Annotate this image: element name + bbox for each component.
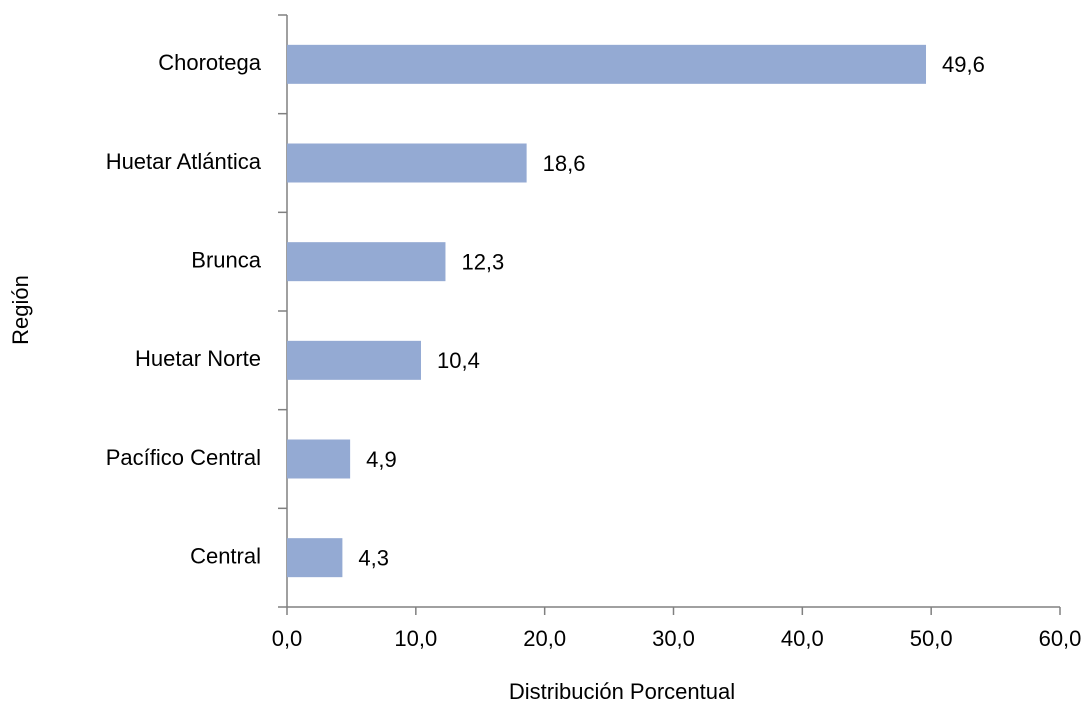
data-label: 4,3 — [358, 545, 389, 570]
bar — [287, 44, 927, 84]
x-tick-label: 40,0 — [781, 626, 824, 651]
bar — [287, 242, 446, 282]
bar — [287, 439, 351, 479]
data-label: 10,4 — [437, 348, 480, 373]
y-tick-label: Huetar Atlántica — [106, 149, 262, 174]
y-axis-title: Región — [8, 275, 33, 345]
y-tick-label: Huetar Norte — [135, 346, 261, 371]
data-label: 12,3 — [461, 249, 504, 274]
data-label: 4,9 — [366, 447, 397, 472]
x-tick-label: 60,0 — [1039, 626, 1082, 651]
data-label: 49,6 — [942, 52, 985, 77]
bar — [287, 538, 343, 578]
x-tick-label: 0,0 — [272, 626, 303, 651]
x-tick-label: 10,0 — [394, 626, 437, 651]
y-tick-label: Central — [190, 543, 261, 568]
x-tick-label: 30,0 — [652, 626, 695, 651]
x-axis-title: Distribución Porcentual — [509, 679, 735, 704]
y-tick-label: Chorotega — [158, 50, 262, 75]
x-tick-label: 50,0 — [910, 626, 953, 651]
data-label: 18,6 — [543, 151, 586, 176]
x-tick-label: 20,0 — [523, 626, 566, 651]
bar — [287, 340, 421, 380]
bar — [287, 143, 527, 183]
y-tick-label: Pacífico Central — [106, 445, 261, 470]
y-tick-label: Brunca — [191, 247, 261, 272]
